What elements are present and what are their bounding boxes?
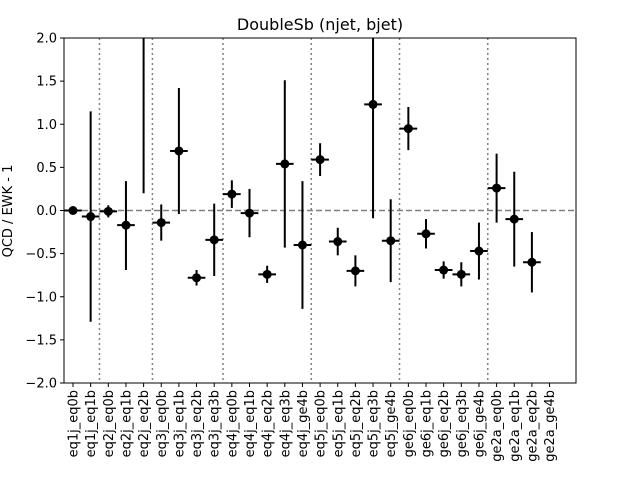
x-tick-label: eq3j_eq0b — [155, 390, 170, 457]
x-tick-label: eq5j_ge4b — [384, 390, 399, 457]
x-tick-label: eq2j_eq2b — [137, 390, 152, 457]
x-tick-label: eq1j_eq1b — [84, 390, 99, 457]
x-tick-label: eq4j_eq1b — [243, 390, 258, 457]
y-tick-label: −0.5 — [25, 247, 57, 262]
data-point — [456, 269, 466, 279]
y-tick-label: 1.0 — [36, 118, 57, 133]
data-point — [209, 235, 219, 245]
data-point — [386, 236, 396, 246]
x-tick-label: eq5j_eq2b — [349, 390, 364, 457]
data-point — [492, 183, 502, 193]
x-tick-label: ge6j_ge4b — [472, 390, 487, 457]
x-tick-label: eq5j_eq1b — [331, 390, 346, 457]
y-tick-label: 0.5 — [36, 161, 57, 176]
y-tick-label: −1.5 — [25, 333, 57, 348]
x-tick-label: ge6j_eq0b — [402, 390, 417, 457]
x-tick-label: ge2a_ge4b — [543, 390, 558, 462]
data-point — [421, 229, 431, 239]
x-tick-label: eq4j_eq3b — [278, 390, 293, 457]
data-point — [333, 237, 343, 247]
x-tick-label: ge2a_eq2b — [525, 390, 540, 462]
x-tick-label: eq4j_eq0b — [225, 390, 240, 457]
x-tick-label: eq5j_eq0b — [314, 390, 329, 457]
x-tick-label: ge6j_eq1b — [420, 390, 435, 457]
data-point — [121, 220, 131, 230]
x-tick-label: ge6j_eq2b — [437, 390, 452, 457]
data-point — [297, 240, 307, 250]
data-point — [156, 218, 166, 228]
y-axis-label: QCD / EWK - 1 — [1, 165, 16, 258]
data-point — [403, 124, 413, 134]
data-point — [527, 257, 537, 267]
y-tick-label: 1.5 — [36, 75, 57, 90]
data-point — [439, 265, 449, 275]
data-point — [509, 214, 519, 224]
x-tick-label: ge6j_eq3b — [455, 390, 470, 457]
x-tick-label: eq2j_eq1b — [119, 390, 134, 457]
data-point — [192, 273, 202, 283]
y-tick-label: −2.0 — [25, 377, 57, 392]
x-tick-label: eq4j_eq2b — [261, 390, 276, 457]
x-tick-label: ge2a_eq0b — [490, 390, 505, 462]
x-tick-label: eq1j_eq0b — [67, 390, 82, 457]
y-tick-label: 0.0 — [36, 204, 57, 219]
data-point — [315, 155, 325, 165]
plot-frame — [63, 37, 577, 384]
x-tick-label: eq4j_ge4b — [296, 390, 311, 457]
y-tick-label: −1.0 — [25, 290, 57, 305]
data-point — [68, 206, 78, 215]
data-point — [227, 189, 237, 199]
data-point — [350, 266, 360, 276]
data-point — [245, 208, 254, 218]
data-point — [103, 206, 113, 216]
data-point — [280, 159, 290, 169]
x-tick-label: eq2j_eq0b — [102, 390, 117, 457]
x-tick-label: eq3j_eq1b — [172, 390, 187, 457]
data-point — [262, 269, 272, 279]
data-point — [174, 146, 184, 156]
x-tick-label: eq3j_eq3b — [208, 390, 223, 457]
x-tick-label: eq3j_eq2b — [190, 390, 205, 457]
y-tick-label: 2.0 — [36, 32, 57, 47]
x-tick-label: ge2a_eq1b — [508, 390, 523, 462]
chart-title: DoubleSb (njet, bjet) — [237, 15, 403, 34]
x-tick-label: eq5j_eq3b — [367, 390, 382, 457]
data-point — [368, 99, 378, 109]
data-point — [86, 212, 96, 222]
data-point — [474, 246, 484, 256]
